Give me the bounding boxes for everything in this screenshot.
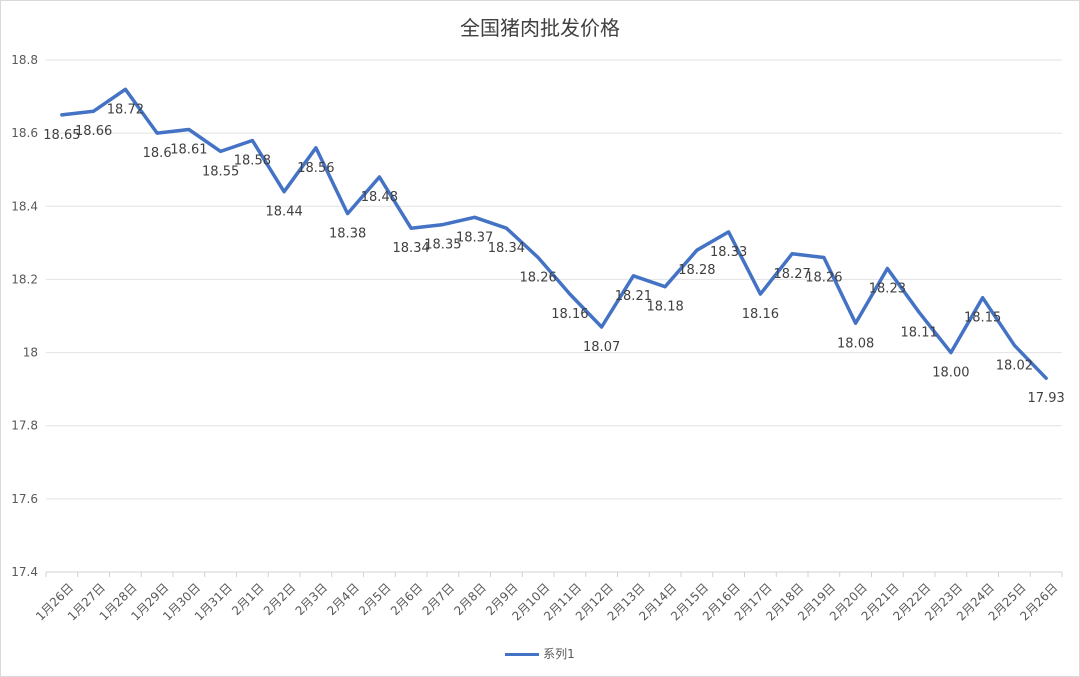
series-group — [60, 87, 1048, 380]
x-tick-label: 2月2日 — [261, 580, 299, 618]
gridlines — [46, 59, 1062, 573]
data-label: 18.65 — [43, 128, 80, 143]
y-tick-label: 18.4 — [11, 199, 38, 213]
data-label: 18.15 — [964, 311, 1001, 326]
data-label: 18.16 — [551, 307, 588, 322]
series-line — [60, 87, 1048, 380]
data-label: 18.44 — [266, 205, 303, 220]
data-label: 18.16 — [742, 307, 779, 322]
x-tick-label: 2月8日 — [451, 580, 489, 618]
data-label: 18.37 — [456, 230, 493, 245]
data-label: 18.34 — [393, 241, 430, 256]
data-label: 18.66 — [75, 124, 112, 139]
legend-label: 系列1 — [543, 647, 575, 661]
x-tick-label: 2月1日 — [229, 580, 267, 618]
legend: 系列1 — [0, 645, 1080, 662]
y-tick-label: 18.6 — [11, 126, 38, 140]
x-tick-label: 2月7日 — [420, 580, 458, 618]
y-tick-label: 17.8 — [11, 419, 38, 433]
data-label: 18.34 — [488, 241, 525, 256]
data-label: 18.27 — [774, 267, 811, 282]
legend-swatch — [505, 653, 540, 656]
data-label: 18.55 — [202, 164, 239, 179]
data-label: 18.11 — [901, 325, 938, 340]
data-label: 18.61 — [170, 142, 207, 157]
x-axis: 1月26日1月27日1月28日1月29日1月30日1月31日2月1日2月2日2月… — [33, 571, 1063, 624]
data-label: 18.21 — [615, 289, 652, 304]
x-tick-label: 2月5日 — [356, 580, 394, 618]
data-label: 18.26 — [805, 270, 842, 285]
y-tick-label: 18 — [23, 346, 38, 360]
data-label: 17.93 — [1028, 391, 1065, 406]
y-tick-label: 17.6 — [11, 492, 38, 506]
data-label: 18.28 — [678, 263, 715, 278]
data-label: 18.02 — [996, 358, 1033, 373]
data-label: 18.00 — [932, 366, 969, 381]
data-label: 18.23 — [869, 281, 906, 296]
x-tick-label: 2月6日 — [388, 580, 426, 618]
y-tick-label: 17.4 — [11, 565, 38, 579]
data-label: 18.58 — [234, 153, 271, 168]
y-tick-label: 18.8 — [11, 53, 38, 67]
data-label: 18.07 — [583, 340, 620, 355]
chart-title: 全国猪肉批发价格 — [460, 16, 620, 40]
data-label: 18.38 — [329, 227, 366, 242]
y-axis: 17.4 17.6 17.8 18 18.2 18.4 18.6 18.8 — [11, 53, 38, 579]
data-label: 18.56 — [297, 161, 334, 176]
data-label: 18.18 — [647, 300, 684, 315]
x-tick-label: 2月4日 — [324, 580, 362, 618]
data-label: 18.35 — [424, 238, 461, 253]
data-label: 18.33 — [710, 245, 747, 260]
data-label: 18.26 — [520, 270, 557, 285]
x-tick-label: 2月3日 — [293, 580, 331, 618]
data-label: 18.48 — [361, 190, 398, 205]
data-label: 18.6 — [143, 146, 172, 161]
data-label: 18.72 — [107, 102, 144, 117]
y-tick-label: 18.2 — [11, 272, 38, 286]
data-label: 18.08 — [837, 336, 874, 351]
